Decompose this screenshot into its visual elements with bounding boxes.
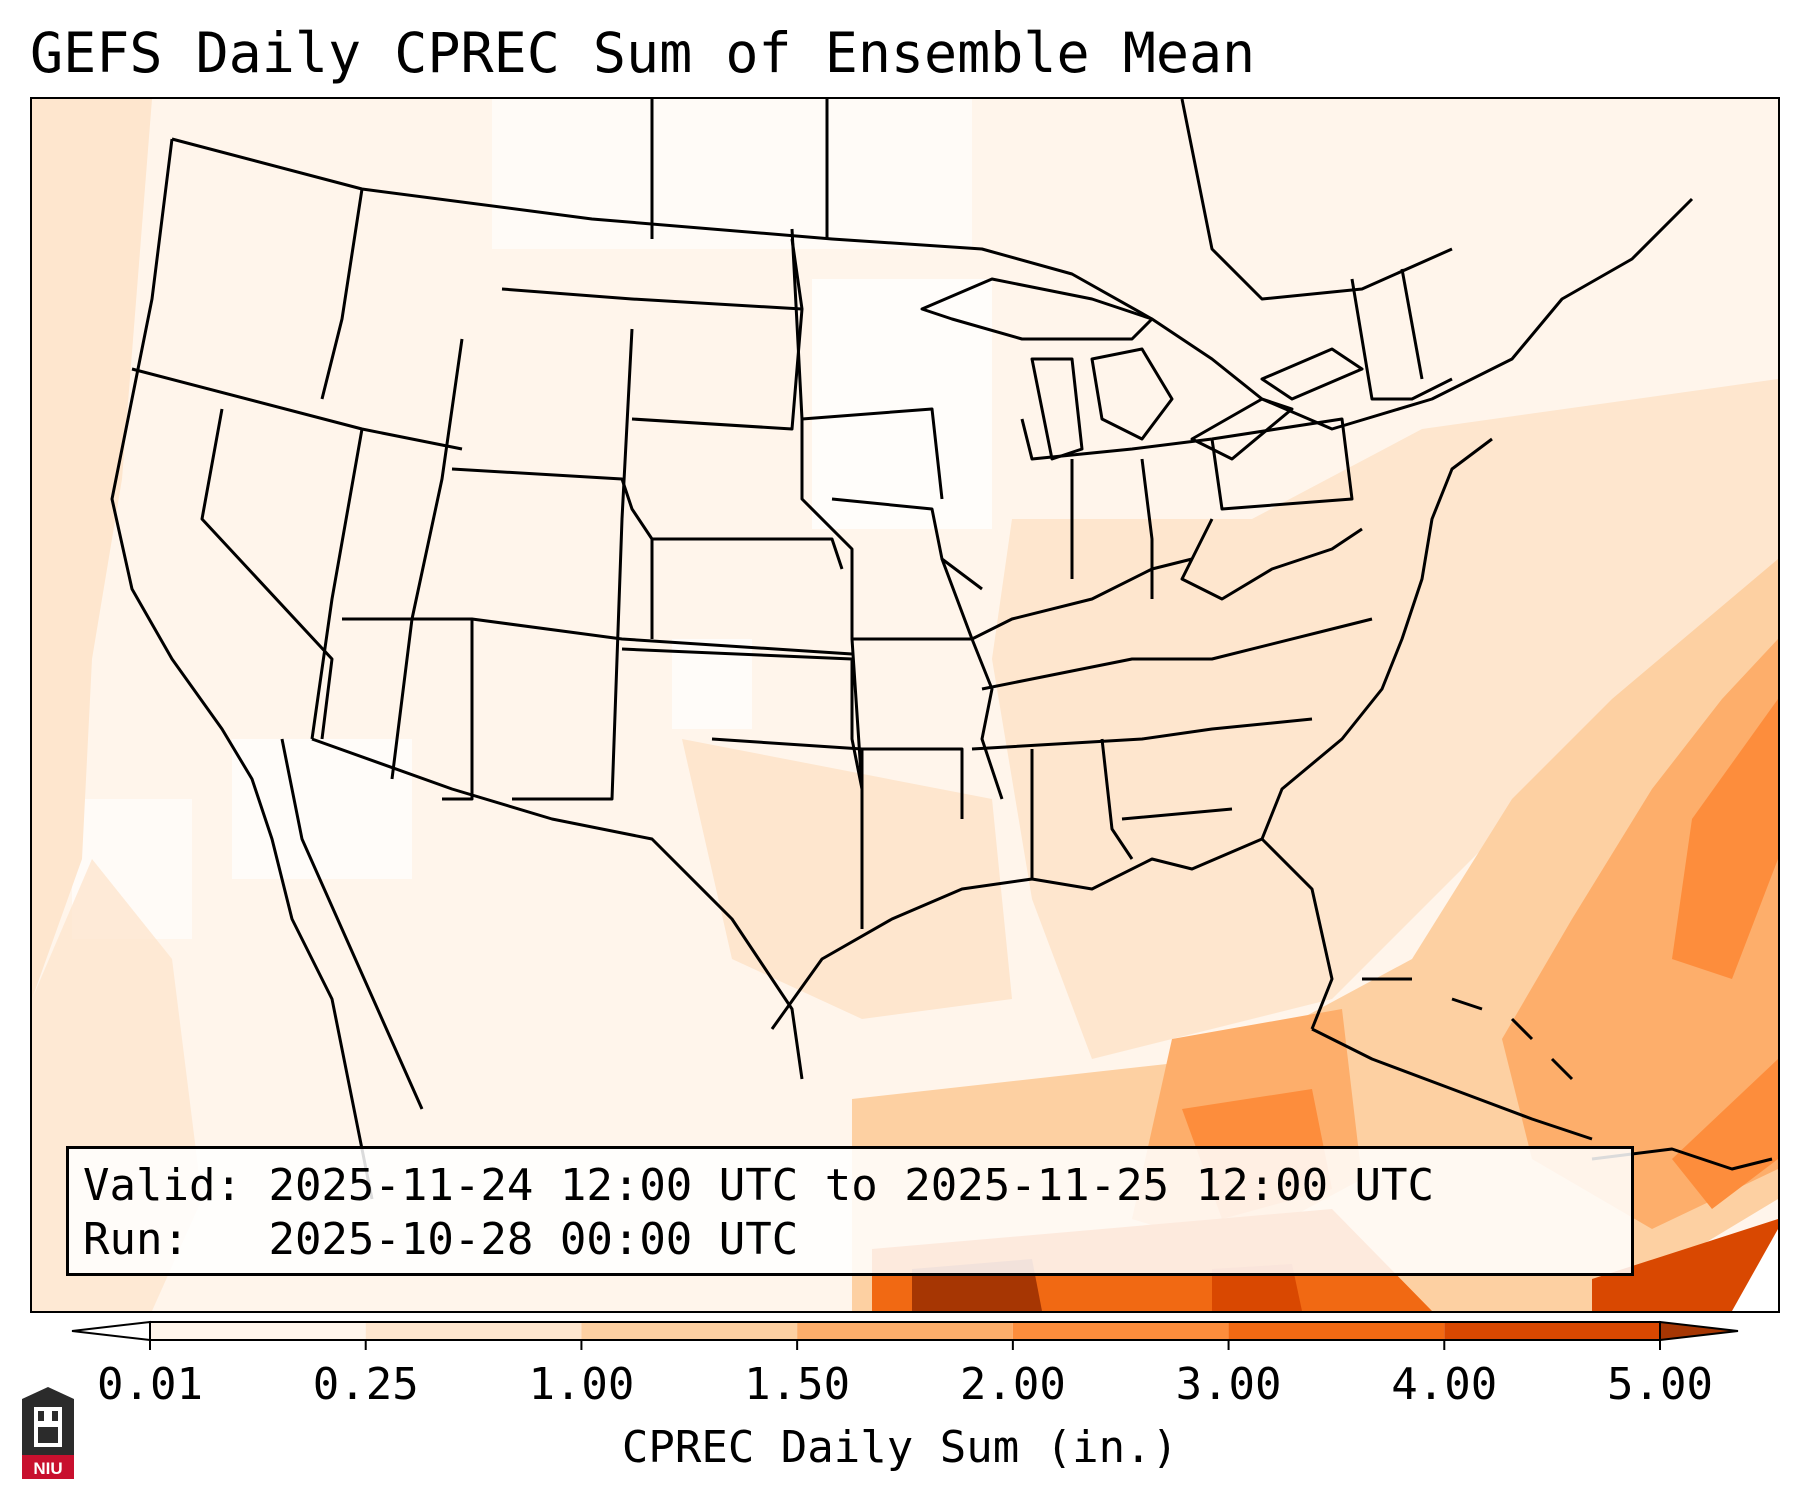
colorbar-tick-label: 1.00	[528, 1359, 635, 1410]
run-label: Run:	[83, 1214, 189, 1265]
map-canvas	[32, 99, 1778, 1311]
colorbar-segment	[797, 1322, 1013, 1340]
colorbar-segment	[365, 1322, 582, 1340]
colorbar-segment	[1012, 1322, 1229, 1340]
colorbar-extend-min	[71, 1320, 151, 1342]
logo-text: NIU	[33, 1459, 62, 1478]
colorbar-segment	[150, 1322, 366, 1340]
colorbar-tick-label: 2.00	[959, 1359, 1066, 1410]
colorbar-segment	[581, 1322, 798, 1340]
boundaries	[110, 99, 1773, 1200]
precip-shading	[32, 99, 1778, 1311]
map-title: GEFS Daily CPREC Sum of Ensemble Mean	[30, 21, 1256, 85]
precip-map	[30, 97, 1780, 1313]
colorbar-tick-label: 0.25	[312, 1359, 419, 1410]
colorbar	[71, 1320, 1739, 1350]
colorbar-tick-label: 1.50	[744, 1359, 851, 1410]
logo-red-band	[22, 1455, 74, 1479]
run-time: 2025-10-28 00:00 UTC	[268, 1214, 799, 1265]
valid-time: 2025-11-24 12:00 UTC to 2025-11-25 12:00…	[268, 1160, 1435, 1211]
valid-run-box: Valid: 2025-11-24 12:00 UTC to 2025-11-2…	[66, 1146, 1634, 1276]
niu-logo: NIU	[22, 1387, 74, 1479]
colorbar-tick-label: 0.01	[97, 1359, 203, 1410]
colorbar-segment	[1228, 1322, 1445, 1340]
colorbar-extend-max	[1659, 1320, 1739, 1342]
valid-label: Valid:	[83, 1160, 242, 1211]
colorbar-tick-label: 4.00	[1391, 1359, 1498, 1410]
colorbar-segment	[1444, 1322, 1660, 1340]
colorbar-tick-label: 5.00	[1607, 1359, 1713, 1410]
colorbar-outline	[149, 1321, 1661, 1341]
colorbar-label: CPREC Daily Sum (in.)	[621, 1422, 1179, 1473]
colorbar-tick-label: 3.00	[1175, 1359, 1282, 1410]
